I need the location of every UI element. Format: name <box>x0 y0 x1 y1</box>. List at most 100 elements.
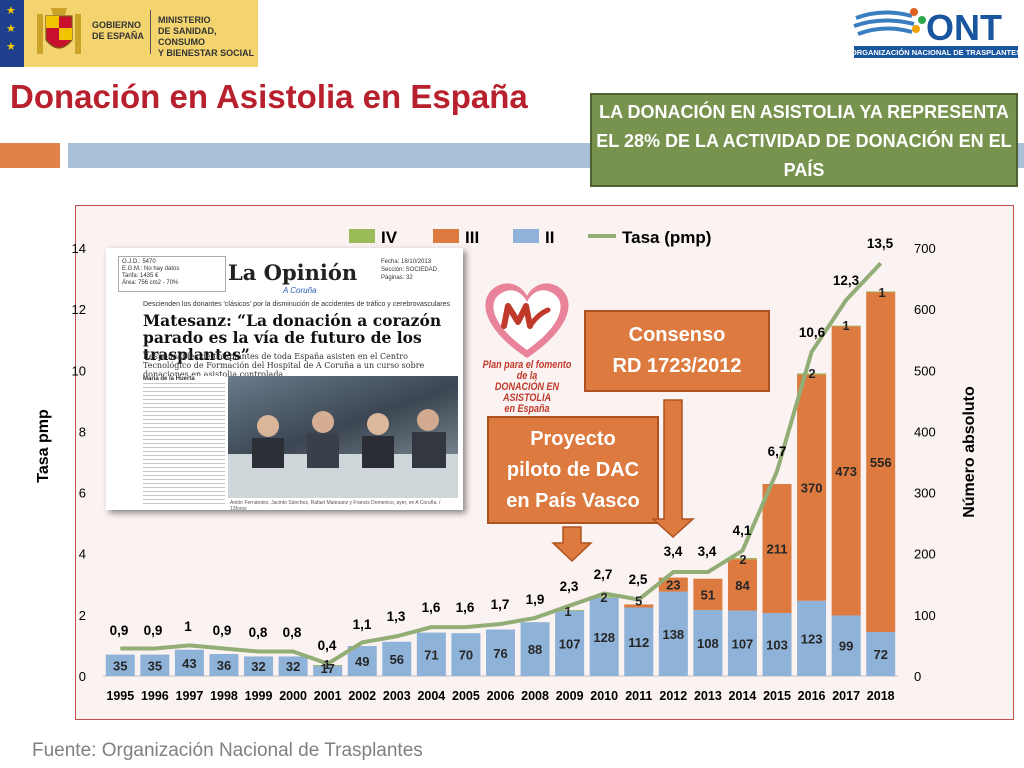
header-divider <box>150 10 151 54</box>
bar-ii <box>105 654 135 676</box>
x-tick-label: 1998 <box>210 689 238 703</box>
x-tick-label: 2008 <box>521 689 549 703</box>
tasa-data-label: 13,5 <box>867 236 894 251</box>
bar-ii-label: 128 <box>593 630 615 645</box>
bar-iii-label: 370 <box>801 481 823 496</box>
y-right-tick-label: 300 <box>914 486 936 501</box>
tasa-data-label: 0,9 <box>110 623 129 638</box>
down-arrow-icon <box>651 399 695 539</box>
x-tick-label: 1999 <box>245 689 273 703</box>
bar-iv <box>589 596 619 598</box>
x-tick-label: 1997 <box>176 689 204 703</box>
bar-iii-label: 23 <box>666 578 680 593</box>
bar-iii <box>762 484 792 614</box>
newspaper-meta: O.J.D.: 5470 E.G.M.: No hay datos Tarifa… <box>118 256 226 292</box>
bar-iv-label: 1 <box>878 285 885 300</box>
bar-ii <box>589 597 619 676</box>
chart-legend: IV III II Tasa (pmp) <box>349 228 711 247</box>
x-tick-label: 2006 <box>487 689 515 703</box>
bar-ii-label: 35 <box>113 658 127 673</box>
bar-iii-label: 84 <box>735 578 750 593</box>
y-left-axis-title: Tasa pmp <box>35 409 52 483</box>
y-left-tick-label: 4 <box>79 547 86 562</box>
bar-ii-label: 103 <box>766 638 788 653</box>
y-left-tick-label: 14 <box>72 241 86 256</box>
plan-logo-text: Plan para el fomento de la DONACIÓN EN A… <box>482 359 572 415</box>
tasa-data-label: 2,7 <box>594 567 613 582</box>
tasa-data-label: 3,4 <box>664 544 683 559</box>
tasa-data-label: 0,9 <box>144 623 163 638</box>
x-tick-label: 2002 <box>348 689 376 703</box>
bar-ii-label: 49 <box>355 654 369 669</box>
bar-ii-label: 71 <box>424 647 438 662</box>
x-tick-label: 2009 <box>556 689 584 703</box>
legend-label: IV <box>381 228 398 247</box>
tasa-data-label: 1,6 <box>422 600 441 615</box>
tasa-data-label: 1 <box>184 619 192 634</box>
y-right-tick-label: 0 <box>914 669 921 684</box>
x-tick-label: 2001 <box>314 689 342 703</box>
newspaper-subhead: Responsables de trasplantes de toda Espa… <box>143 352 425 379</box>
bar-iv-label: 1 <box>564 604 571 619</box>
newspaper-caption: Antón Fernández, Jacinto Sánchez, Rafael… <box>230 500 441 510</box>
bar-ii <box>278 656 308 676</box>
chart-bars <box>105 291 896 676</box>
bar-ii-label: 36 <box>217 658 231 673</box>
x-tick-label: 2012 <box>659 689 687 703</box>
bar-ii-label: 32 <box>286 659 300 674</box>
y-right-tick-label: 200 <box>914 547 936 562</box>
y-right-tick-label: 100 <box>914 608 936 623</box>
tasa-data-label: 1,6 <box>456 600 475 615</box>
star-icon: ★ <box>6 23 16 35</box>
newspaper-clipping: O.J.D.: 5470 E.G.M.: No hay datos Tarifa… <box>106 248 463 510</box>
ont-subtitle: ORGANIZACIÓN NACIONAL DE TRASPLANTES <box>852 48 1020 57</box>
newspaper-kicker: Descienden los donantes 'clásicos' por l… <box>143 301 450 308</box>
tasa-data-label: 12,3 <box>833 273 860 288</box>
legend-label: II <box>545 228 554 247</box>
bar-iii <box>624 604 654 608</box>
bar-ii-label: 43 <box>182 656 196 671</box>
bar-ii-label: 123 <box>801 631 823 646</box>
tasa-data-label: 2,3 <box>560 579 579 594</box>
bar-ii-label: 56 <box>390 652 404 667</box>
proyecto-annotation: Proyecto piloto de DAC en País Vasco <box>487 416 659 524</box>
bar-iv <box>797 373 827 375</box>
bar-ii-label: 76 <box>493 646 507 661</box>
bar-ii <box>797 600 827 676</box>
bar-ii-label: 17 <box>320 661 334 676</box>
newspaper-date: Fecha: 18/10/2013 Sección: SOCIEDAD Pági… <box>381 259 438 281</box>
bar-ii-label: 107 <box>732 636 754 651</box>
x-tick-label: 2015 <box>763 689 791 703</box>
bar-ii-label: 72 <box>873 647 887 662</box>
bar-ii <box>244 656 274 676</box>
bar-iv-label: 1 <box>323 657 330 672</box>
newspaper-photo <box>228 376 458 498</box>
slide-title: Donación en Asistolia en España <box>10 78 528 115</box>
bar-iv-label: 2 <box>739 552 746 567</box>
y-right-tick-label: 500 <box>914 363 936 378</box>
newspaper-masthead: La Opinión <box>228 260 358 285</box>
ont-logo: ONT ORGANIZACIÓN NACIONAL DE TRASPLANTES <box>852 7 1020 58</box>
bar-ii-label: 107 <box>559 636 581 651</box>
bar-iv <box>831 325 861 327</box>
x-tick-label: 2005 <box>452 689 480 703</box>
bar-iii <box>658 577 688 592</box>
bar-ii-label: 112 <box>628 635 649 650</box>
bar-iv <box>866 291 896 293</box>
bar-ii-label: 99 <box>839 639 853 654</box>
coat-of-arms-icon <box>37 8 81 54</box>
y-left-tick-label: 0 <box>79 669 86 684</box>
bar-ii <box>520 622 550 676</box>
x-tick-label: 2018 <box>867 689 895 703</box>
x-tick-label: 1995 <box>106 689 134 703</box>
bar-ii <box>866 631 896 676</box>
bar-ii <box>762 613 792 676</box>
bar-ii <box>831 615 861 676</box>
bar-iii-label: 556 <box>870 455 892 470</box>
x-tick-label: 2011 <box>625 689 652 703</box>
government-header: ★ ★ ★ GOBIERNO DE ESPAÑA MINISTERIO DE S… <box>0 0 258 67</box>
x-tick-label: 2014 <box>729 689 757 703</box>
tasa-data-label: 0,4 <box>318 638 337 653</box>
ministry-label: MINISTERIO DE SANIDAD, CONSUMO Y BIENEST… <box>158 15 255 58</box>
